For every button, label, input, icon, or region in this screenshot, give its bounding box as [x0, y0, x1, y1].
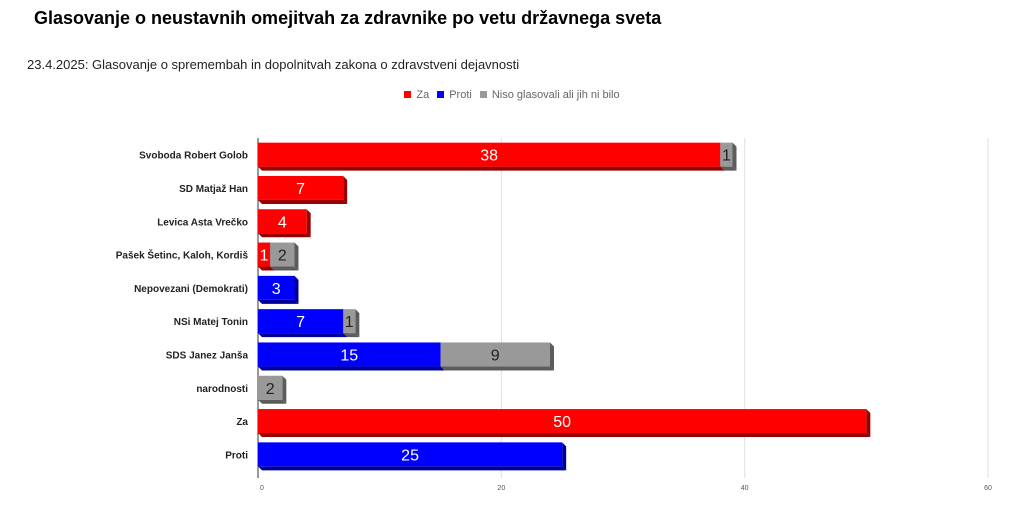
bar-side — [282, 375, 287, 404]
bar — [343, 309, 356, 334]
data-label: 4 — [278, 214, 287, 231]
legend-item[interactable]: Za — [404, 89, 429, 101]
bar-side — [343, 175, 348, 204]
legend: Za Proti Niso glasovali ali jih ni bilo — [0, 89, 1024, 101]
bar — [258, 342, 441, 367]
bar-depth — [258, 366, 445, 371]
bar-side — [562, 442, 567, 471]
data-label: 38 — [480, 148, 498, 165]
x-tick-label: 0 — [260, 485, 264, 492]
category-label: NSi Matej Tonin — [174, 317, 248, 328]
bar-depth — [258, 299, 299, 304]
chart-title: Glasovanje o neustavnih omejitvah za zdr… — [34, 8, 662, 28]
bar — [258, 209, 307, 234]
bar — [258, 442, 563, 467]
bar — [270, 242, 295, 267]
category-label: narodnosti — [196, 384, 248, 395]
chart-subtitle: 23.4.2025: Glasovanje o spremembah in do… — [27, 57, 520, 72]
bar-depth — [343, 333, 360, 338]
bar — [258, 275, 295, 300]
bar — [258, 142, 721, 167]
legend-label: Proti — [449, 89, 472, 101]
category-label: SDS Janez Janša — [166, 350, 249, 361]
legend-swatch — [479, 91, 487, 98]
bar — [258, 309, 344, 334]
category-label: Za — [236, 417, 248, 428]
bar-side — [732, 142, 737, 171]
bar — [440, 342, 550, 367]
bar-side — [294, 275, 299, 304]
legend-label: Niso glasovali ali jih ni bilo — [491, 89, 620, 101]
bar-depth — [258, 466, 567, 471]
bar-depth — [258, 433, 871, 438]
data-label: 1 — [260, 248, 269, 265]
category-label: Proti — [225, 450, 248, 461]
bar — [720, 142, 733, 167]
bar-depth — [258, 399, 287, 404]
category-label: Svoboda Robert Golob — [139, 151, 248, 162]
data-label: 1 — [722, 148, 731, 165]
data-label: 15 — [340, 347, 358, 364]
bar-depth — [258, 199, 348, 204]
bar — [258, 175, 344, 200]
data-label: 2 — [278, 248, 287, 265]
category-label: SD Matjaž Han — [179, 184, 248, 195]
category-label: Pašek Šetinc, Kaloh, Kordiš — [116, 249, 249, 262]
data-label: 3 — [272, 281, 281, 298]
category-label: Levica Asta Vrečko — [157, 217, 248, 228]
data-label: 2 — [266, 381, 275, 398]
x-tick-label: 60 — [984, 485, 992, 492]
bar — [258, 375, 283, 400]
legend-item[interactable]: Proti — [437, 89, 472, 101]
data-label: 50 — [553, 414, 571, 431]
bar-depth — [258, 166, 725, 171]
bar-side — [550, 342, 554, 371]
data-label: 7 — [296, 181, 305, 198]
bar-depth — [258, 333, 348, 338]
legend-label: Za — [416, 89, 430, 101]
bar — [258, 409, 867, 434]
bar-depth — [720, 166, 737, 171]
legend-item[interactable]: Niso glasovali ali jih ni bilo — [479, 89, 620, 101]
bar-depth — [440, 366, 554, 371]
data-label: 7 — [296, 314, 305, 331]
bar-side — [306, 209, 311, 238]
bar-side — [294, 242, 299, 271]
data-label: 9 — [491, 347, 500, 364]
x-tick-label: 20 — [497, 485, 505, 492]
category-label: Nepovezani (Demokrati) — [134, 284, 248, 295]
bar-side — [355, 309, 360, 338]
legend-swatch — [404, 91, 412, 98]
bar-depth — [270, 266, 299, 271]
data-label: 1 — [345, 314, 354, 331]
bar-depth — [258, 266, 275, 271]
bar — [258, 242, 271, 267]
legend-swatch — [437, 91, 445, 98]
bar-side — [866, 409, 871, 438]
x-tick-label: 40 — [741, 485, 749, 492]
data-label: 25 — [401, 447, 419, 464]
bar-depth — [258, 233, 311, 238]
